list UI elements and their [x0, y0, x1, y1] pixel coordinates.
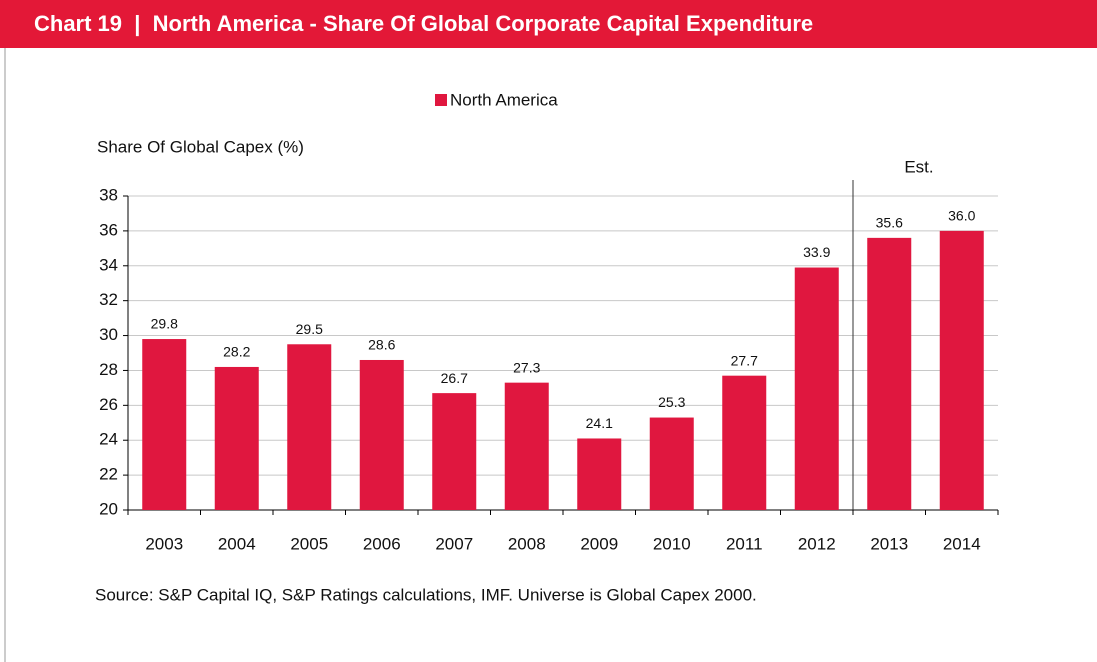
y-tick-label: 36: [99, 220, 118, 239]
y-tick-label: 34: [99, 255, 118, 274]
x-tick-label: 2013: [870, 534, 908, 553]
bar: [794, 267, 839, 510]
chart-title: Chart 19 | North America - Share Of Glob…: [0, 0, 1097, 48]
bar: [649, 417, 694, 510]
value-label: 28.6: [368, 337, 395, 353]
annotation: Est.: [904, 157, 933, 176]
x-tick-label: 2005: [290, 534, 328, 553]
x-tick-label: 2007: [435, 534, 473, 553]
value-label: 33.9: [803, 244, 830, 260]
x-tick-label: 2012: [798, 534, 836, 553]
x-tick-label: 2009: [580, 534, 618, 553]
bar: [359, 359, 404, 510]
x-tick-label: 2008: [508, 534, 546, 553]
value-label: 27.3: [513, 359, 540, 375]
y-tick-label: 24: [99, 430, 118, 449]
bar: [722, 375, 767, 510]
y-tick-label: 26: [99, 395, 118, 414]
x-tick-label: 2014: [943, 534, 981, 553]
y-tick-label: 32: [99, 290, 118, 309]
value-label: 36.0: [948, 208, 975, 224]
y-tick-label: 20: [99, 499, 118, 518]
bar: [504, 382, 549, 510]
x-tick-label: 2004: [218, 534, 256, 553]
x-tick-label: 2011: [726, 534, 763, 553]
bar: [867, 237, 912, 510]
value-label: 28.2: [223, 344, 250, 360]
value-label: 26.7: [441, 370, 468, 386]
value-label: 35.6: [876, 215, 903, 231]
legend-label: North America: [450, 90, 558, 109]
value-label: 29.5: [296, 321, 323, 337]
y-tick-label: 28: [99, 360, 118, 379]
y-axis-label: Share Of Global Capex (%): [97, 137, 304, 156]
value-label: 27.7: [731, 352, 758, 368]
bar: [577, 438, 622, 510]
bar: [142, 339, 187, 510]
x-tick-label: 2006: [363, 534, 401, 553]
bar: [432, 393, 477, 510]
y-tick-label: 30: [99, 325, 118, 344]
value-label: 24.1: [586, 415, 613, 431]
bar: [939, 230, 984, 510]
bar: [287, 344, 332, 510]
value-label: 25.3: [658, 394, 685, 410]
y-tick-label: 22: [99, 465, 118, 484]
x-tick-label: 2010: [653, 534, 691, 553]
value-label: 29.8: [151, 316, 178, 332]
source: Source: S&P Capital IQ, S&P Ratings calc…: [95, 585, 757, 604]
bar: [214, 366, 259, 510]
x-tick-label: 2003: [145, 534, 183, 553]
legend-swatch: [435, 94, 447, 106]
y-tick-label: 38: [99, 185, 118, 204]
